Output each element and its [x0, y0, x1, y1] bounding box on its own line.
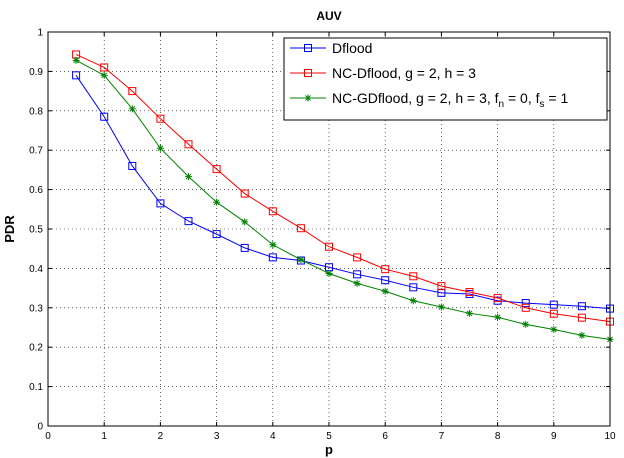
data-point — [128, 87, 137, 96]
series-line — [75, 54, 611, 323]
y-tick-label: 0.7 — [29, 146, 43, 157]
legend-marker — [304, 69, 312, 77]
data-point — [269, 241, 277, 249]
legend-label: Dflood — [332, 40, 372, 56]
x-tick-label: 7 — [439, 431, 445, 442]
legend-entry: NC-Dflood, g = 2, h = 3 — [290, 65, 476, 81]
data-point — [550, 325, 558, 333]
data-point — [212, 230, 221, 239]
legend-marker — [304, 94, 312, 102]
x-tick-label: 6 — [382, 431, 388, 442]
y-tick-label: 1 — [37, 28, 43, 39]
axis-ticks: 0 1 2 3 4 5 6 7 8 9 10 0 0.1 0.2 0.3 0.4 0.5 0.6 0.7 0.8 0.9… — [29, 28, 616, 443]
data-point — [325, 242, 333, 251]
legend-label: NC-Dflood, g = 2, h = 3 — [332, 65, 476, 81]
data-point — [72, 56, 80, 64]
data-point — [409, 283, 418, 292]
y-tick-label: 0.6 — [29, 185, 43, 196]
data-point — [437, 303, 445, 311]
data-point — [437, 282, 446, 291]
y-tick-label: 0.5 — [29, 225, 43, 236]
y-tick-label: 0.1 — [29, 382, 43, 393]
data-point — [100, 71, 108, 79]
legend-label: NC-GDflood, g = 2, h = 3, fn = 0, fs = 1 — [332, 90, 568, 110]
legend-box — [283, 37, 608, 121]
data-point — [100, 112, 109, 121]
data-point — [465, 288, 474, 297]
data-point — [493, 293, 502, 302]
data-point — [212, 165, 221, 174]
data-point — [184, 140, 193, 149]
data-point — [268, 207, 277, 216]
y-tick-label: 0.4 — [29, 264, 43, 275]
data-point — [521, 299, 530, 308]
data-point — [577, 313, 586, 322]
data-point — [409, 297, 417, 305]
data-point — [578, 331, 586, 339]
data-point — [297, 256, 305, 264]
data-point — [240, 189, 249, 198]
x-tick-label: 8 — [495, 431, 501, 442]
data-point — [577, 302, 586, 311]
data-point — [268, 253, 277, 262]
data-point — [240, 243, 249, 252]
legend: Dflood NC-Dflood, g = 2, h = 3 NC-GDflood,… — [283, 37, 608, 121]
y-axis-label: PDR — [2, 215, 17, 243]
y-tick-label: 0.3 — [29, 303, 43, 314]
y-tick-label: 0 — [37, 422, 43, 433]
x-tick-label: 1 — [101, 431, 107, 442]
x-axis-label: p — [325, 442, 333, 457]
data-point — [521, 303, 530, 312]
data-point — [128, 161, 137, 170]
legend-entry: NC-GDflood, g = 2, h = 3, fn = 0, fs = 1 — [290, 90, 568, 110]
series-3 — [72, 56, 614, 343]
data-point — [128, 105, 136, 113]
series-line — [75, 75, 611, 310]
x-tick-label: 0 — [45, 431, 51, 442]
data-point — [381, 276, 390, 285]
y-tick-label: 0.8 — [29, 106, 43, 117]
x-tick-label: 10 — [604, 431, 616, 442]
data-point — [409, 272, 418, 281]
y-tick-label: 0.2 — [29, 343, 43, 354]
data-point — [522, 320, 530, 328]
x-tick-label: 9 — [551, 431, 557, 442]
data-point — [325, 270, 333, 278]
y-tick-label: 0.9 — [29, 67, 43, 78]
data-point — [549, 300, 558, 309]
data-point — [100, 63, 109, 72]
x-tick-label: 2 — [158, 431, 164, 442]
x-tick-label: 5 — [326, 431, 332, 442]
legend-marker — [304, 44, 312, 52]
data-point — [185, 173, 192, 181]
data-point — [353, 270, 362, 279]
data-point — [381, 265, 390, 274]
data-point — [353, 253, 362, 262]
data-point — [353, 279, 361, 287]
data-point — [494, 313, 502, 321]
data-point — [241, 218, 249, 226]
data-point — [156, 114, 165, 123]
series-line — [75, 59, 611, 340]
data-point — [72, 71, 81, 80]
chart-title: AUV — [316, 9, 341, 23]
data-point — [213, 198, 221, 206]
data-point — [156, 144, 164, 152]
data-point — [296, 224, 305, 233]
data-point — [184, 217, 193, 226]
data-point — [466, 309, 473, 317]
legend-entry: Dflood — [290, 40, 372, 56]
data-point — [381, 287, 389, 295]
data-point — [549, 309, 558, 318]
series-2 — [72, 50, 614, 326]
x-tick-label: 4 — [270, 431, 276, 442]
x-tick-label: 3 — [214, 431, 220, 442]
series-layer — [72, 50, 614, 343]
data-point — [156, 199, 165, 208]
